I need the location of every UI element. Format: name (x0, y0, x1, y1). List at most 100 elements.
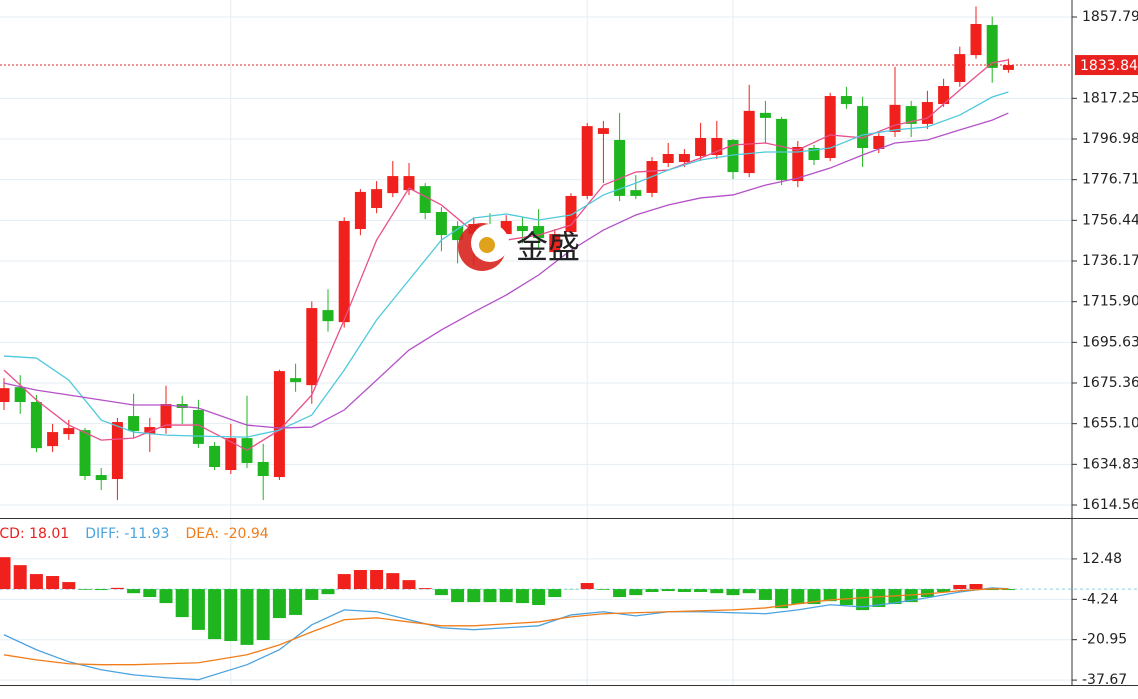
macd-bar (920, 589, 934, 598)
y-tick-label: -37.67 (1082, 672, 1127, 688)
watermark-text: 金盛 (516, 228, 580, 266)
y-tick-label: 1736.17 (1082, 253, 1138, 269)
y-tick-label: 1715.90 (1082, 294, 1138, 310)
macd-bar (370, 569, 384, 590)
candle-body (759, 112, 771, 118)
candle-body (678, 154, 690, 163)
y-tick-label: 1817.25 (1082, 90, 1138, 106)
candle-body (79, 430, 91, 477)
macd-bar (888, 589, 902, 605)
macd-bar (677, 589, 691, 592)
y-tick-label: 1695.63 (1082, 334, 1138, 350)
y-tick-label: 1614.56 (1082, 497, 1138, 513)
macd-bar (613, 589, 627, 598)
watermark-logo (458, 223, 509, 271)
candle-body (938, 85, 950, 105)
macd-bar (758, 589, 772, 600)
candle-body (338, 221, 350, 323)
macd-bar (127, 589, 141, 594)
candle-body (452, 226, 464, 241)
macd-bar (532, 589, 546, 606)
macd-bar (62, 582, 76, 590)
macd-bar (29, 574, 43, 590)
candle-body (30, 401, 42, 449)
indicator-line (3, 587, 1009, 681)
candle-body (290, 378, 302, 383)
macd-bar (272, 589, 286, 619)
y-tick-label: 1634.83 (1082, 456, 1138, 472)
macd-bar (175, 589, 189, 618)
y-tick-label: 1796.98 (1082, 131, 1138, 147)
candle-body (565, 195, 577, 233)
y-tick-label: 1756.44 (1082, 212, 1138, 228)
macd-bar (726, 589, 740, 596)
candle-body (500, 221, 512, 235)
candle-body (0, 388, 10, 402)
macd-bar (78, 589, 92, 590)
candle-body (47, 432, 59, 447)
candle-body (128, 416, 140, 432)
candle-body (921, 102, 933, 124)
candle-body (533, 226, 545, 239)
macd-bar (240, 589, 254, 645)
candle-body (1002, 65, 1014, 70)
y-tick-label: 1675.36 (1082, 375, 1138, 391)
macd-bar (305, 589, 319, 600)
candle-body (630, 190, 642, 196)
y-tick-label: -20.95 (1082, 632, 1127, 648)
macd-bar (775, 589, 789, 609)
macd-bar (661, 589, 675, 592)
macd-bar (645, 589, 659, 592)
candle-body (14, 387, 26, 402)
candle-body (727, 139, 739, 173)
macd-bar (694, 589, 708, 592)
macd-bar (143, 589, 157, 598)
legend-entry: DIFF: -11.93 (85, 526, 169, 542)
candle-body (403, 176, 415, 191)
candle-body (225, 438, 237, 471)
candle-body (354, 191, 366, 230)
macd-bar (856, 589, 870, 611)
candle-body (209, 445, 221, 467)
macd-bar (937, 589, 951, 592)
macd-bar (208, 589, 222, 640)
macd-bar (515, 589, 529, 604)
candle-body (711, 137, 723, 156)
candle-body (986, 24, 998, 68)
macd-bar (483, 589, 497, 603)
macd-bar (321, 589, 335, 595)
candle-body (597, 128, 609, 134)
macd-bar (191, 589, 205, 630)
macd-bar (337, 574, 351, 590)
candle-body (516, 226, 528, 232)
legend-entry: MACD: 18.01 (0, 526, 69, 542)
macd-bar (985, 589, 999, 591)
macd-bar (353, 569, 367, 590)
candle-body (257, 461, 269, 477)
macd-bar (791, 589, 805, 605)
macd-bar (224, 589, 238, 642)
candle-body (824, 96, 836, 159)
last-price-label: 1833.84 (1080, 58, 1138, 74)
candle-body (970, 23, 982, 56)
candle-body (111, 422, 123, 480)
macd-bar (499, 589, 513, 603)
macd-bar (386, 573, 400, 590)
macd-bar (289, 589, 303, 615)
candle-body (306, 308, 318, 386)
macd-bar (0, 557, 11, 590)
macd-bar (580, 583, 594, 590)
macd-bar (451, 589, 465, 603)
candle-body (954, 54, 966, 82)
macd-bar (159, 589, 173, 604)
macd-bar (953, 584, 967, 590)
macd-bar (402, 580, 416, 590)
macd-bar (969, 583, 983, 590)
candle-body (614, 139, 626, 196)
candle-body (581, 126, 593, 196)
indicator-line (3, 91, 1009, 438)
candle-body (435, 211, 447, 236)
macd-bar (434, 589, 448, 596)
macd-bar (467, 589, 481, 603)
candle-body (549, 234, 561, 253)
